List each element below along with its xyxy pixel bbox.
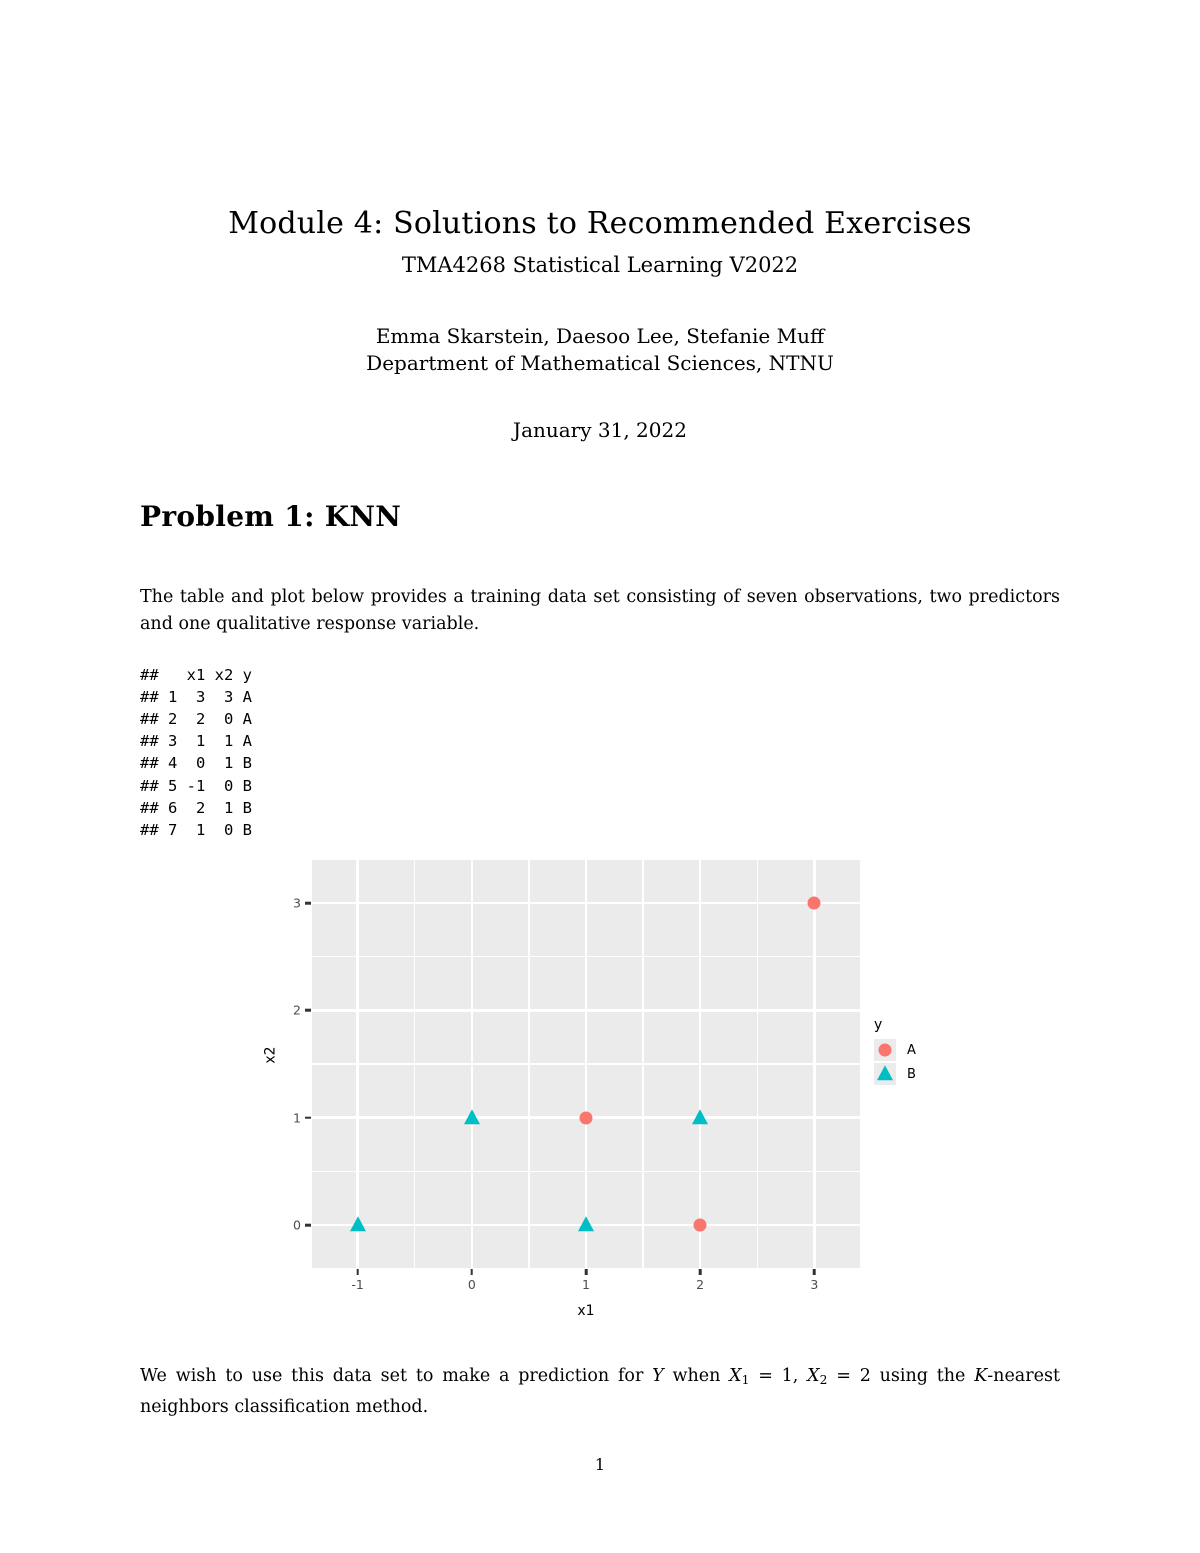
chart-panel	[312, 860, 860, 1268]
y-tick-mark	[305, 901, 311, 905]
math-var-X2-base: X	[807, 1365, 820, 1386]
closing-paragraph: We wish to use this data set to make a p…	[140, 1363, 1060, 1421]
math-var-X1: X1	[729, 1365, 750, 1387]
legend-title: y	[874, 1017, 883, 1033]
y-tick-label: 3	[293, 895, 301, 911]
x-tick-label: 0	[467, 1277, 476, 1292]
data-point-a	[579, 1111, 593, 1125]
gridline-major-vertical	[813, 860, 816, 1268]
math-var-X1-sub: 1	[741, 1372, 750, 1387]
document-title: Module 4: Solutions to Recommended Exerc…	[228, 206, 972, 241]
document-affiliation: Department of Mathematical Sciences, NTN…	[366, 351, 834, 375]
section-heading-problem-1: Problem 1: KNN	[140, 500, 402, 533]
title-block: Module 4: Solutions to Recommended Exerc…	[140, 205, 1060, 444]
math-var-Y: Y	[652, 1365, 664, 1386]
intro-paragraph: The table and plot below provides a trai…	[140, 586, 1060, 634]
x-tick-mark	[813, 1269, 816, 1275]
data-point-b	[692, 1108, 709, 1124]
x-tick-mark	[356, 1269, 359, 1275]
data-point-a	[807, 896, 821, 910]
x-tick-mark	[584, 1269, 588, 1275]
data-point-b	[463, 1108, 480, 1124]
legend-marker-circle	[878, 1043, 892, 1057]
x-tick-label: 2	[696, 1277, 705, 1292]
legend-marker-triangle	[877, 1065, 893, 1081]
gridline-major-vertical	[698, 860, 702, 1268]
closing-eq1: = 1,	[749, 1365, 808, 1386]
math-var-X2: X2	[807, 1365, 828, 1387]
x-tick-label: 3	[810, 1277, 819, 1292]
legend-entry-a: A	[874, 1039, 944, 1061]
data-point-a	[693, 1218, 707, 1232]
y-tick-label: 1	[293, 1110, 301, 1126]
gridline-major-vertical	[584, 860, 588, 1268]
legend-label: B	[907, 1066, 916, 1082]
legend-entry-b: B	[874, 1063, 944, 1085]
document-authors: Emma Skarstein, Daesoo Lee, Stefanie Muf…	[375, 324, 825, 348]
math-var-K: K	[974, 1365, 988, 1386]
gridline-major-horizontal	[312, 901, 860, 905]
y-tick-label: 0	[293, 1217, 301, 1233]
page-number: 1	[594, 1455, 606, 1474]
y-tick-mark	[305, 1223, 311, 1227]
legend-key-b	[874, 1063, 896, 1085]
legend-label: A	[907, 1042, 916, 1058]
closing-text-part3: -nearest neighbors classification method…	[140, 1365, 1060, 1417]
y-tick-mark	[305, 1009, 311, 1012]
gridline-major-vertical	[470, 860, 474, 1268]
legend-key-a	[874, 1039, 896, 1061]
closing-text-part2: when	[663, 1365, 730, 1386]
code-output-block: ## x1 x2 y ## 1 3 3 A ## 2 2 0 A ## 3 1 …	[140, 665, 252, 839]
data-point-b	[578, 1216, 594, 1232]
y-tick-mark	[305, 1116, 311, 1119]
document-date: January 31, 2022	[513, 418, 687, 442]
math-var-X2-sub: 2	[819, 1372, 828, 1387]
closing-eq2: = 2 using the	[827, 1365, 975, 1386]
x-axis-title: x1	[577, 1303, 595, 1319]
y-tick-label: 2	[293, 1002, 301, 1018]
data-point-b	[349, 1216, 366, 1232]
document-subtitle: TMA4268 Statistical Learning V2022	[401, 253, 799, 277]
closing-text-part1: We wish to use this data set to make a p…	[140, 1365, 653, 1386]
x-tick-label: 1	[582, 1277, 590, 1292]
x-tick-label: -1	[351, 1277, 364, 1292]
x-tick-mark	[698, 1269, 702, 1275]
x-tick-mark	[470, 1269, 474, 1275]
gridline-major-horizontal	[312, 1009, 860, 1012]
gridline-major-vertical	[356, 860, 359, 1268]
y-axis-title: x2	[262, 1046, 279, 1064]
math-var-X1-base: X	[729, 1365, 742, 1386]
